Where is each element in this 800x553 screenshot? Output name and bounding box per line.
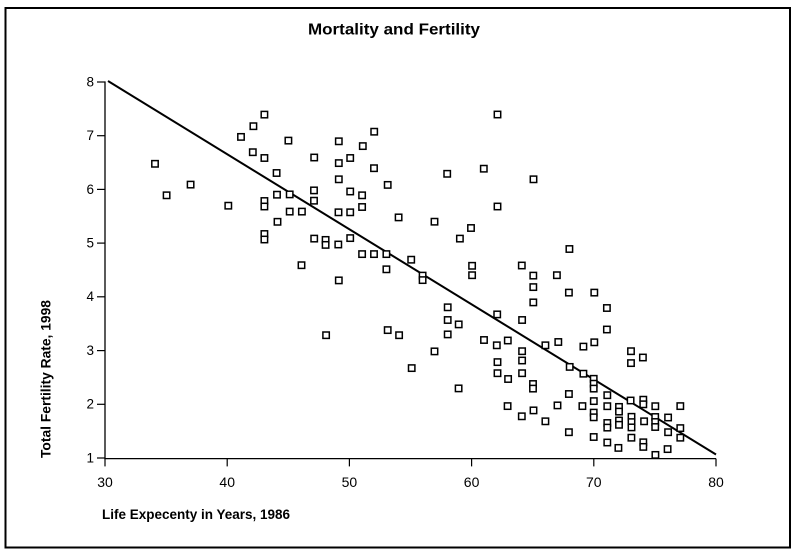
svg-text:5: 5 bbox=[86, 236, 94, 251]
svg-text:3: 3 bbox=[86, 343, 94, 358]
svg-text:80: 80 bbox=[708, 474, 724, 490]
svg-text:1: 1 bbox=[86, 450, 94, 465]
svg-text:50: 50 bbox=[342, 474, 358, 490]
svg-text:30: 30 bbox=[97, 474, 113, 490]
svg-text:6: 6 bbox=[86, 182, 94, 197]
svg-text:7: 7 bbox=[86, 128, 94, 143]
svg-text:60: 60 bbox=[464, 474, 480, 490]
svg-text:Life Expecenty in Years, 1986: Life Expecenty in Years, 1986 bbox=[102, 506, 290, 522]
svg-text:40: 40 bbox=[219, 474, 235, 490]
svg-text:8: 8 bbox=[86, 74, 94, 89]
svg-text:70: 70 bbox=[586, 474, 602, 490]
svg-text:2: 2 bbox=[86, 397, 94, 412]
svg-text:Total Fertility Rate, 1998: Total Fertility Rate, 1998 bbox=[39, 300, 54, 458]
svg-text:4: 4 bbox=[86, 289, 94, 304]
svg-text:Mortality and Fertility: Mortality and Fertility bbox=[308, 22, 480, 39]
